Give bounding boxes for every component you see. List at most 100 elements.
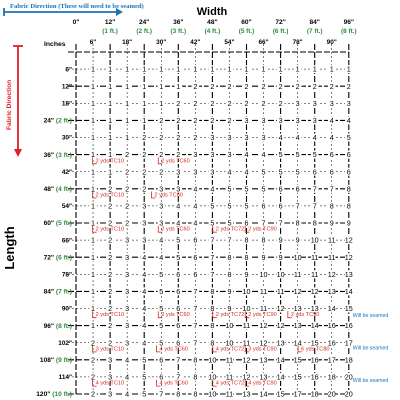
cell-value: 1	[91, 270, 95, 279]
cell-bg	[174, 236, 183, 245]
cell-bg	[242, 390, 251, 398]
cell-bg	[191, 304, 200, 313]
cell-value: 10	[243, 287, 251, 296]
cell-value: 2	[245, 82, 249, 91]
cell-value: 3	[262, 116, 266, 125]
cell-values: 1 1 1 1 1 1 1 1 1 1 1 1 1 1 1 11 1 1 1 1 1 2 2 2 2 2 2 2 2 2 21 1 1 1 1 2 2 2…	[89, 65, 353, 399]
cell-value: 7	[227, 236, 231, 245]
cell-value: 10	[260, 270, 268, 279]
row-header-inches: 108"	[40, 357, 56, 364]
cell-value: 5	[296, 150, 300, 159]
cell-value: 6	[347, 167, 351, 176]
cell-bg	[208, 184, 217, 193]
cell-bg	[208, 150, 217, 159]
cell-value: 2	[125, 219, 129, 228]
cell-bg	[208, 116, 217, 125]
cell-value: 20	[345, 390, 353, 399]
cell-bg	[242, 321, 251, 330]
cell-value: 14	[328, 304, 336, 313]
cell-value: 1	[159, 99, 163, 108]
row-header-label: 84" (7 ft.)	[44, 289, 72, 296]
cell-bg	[345, 116, 353, 125]
cell-bg	[123, 304, 131, 313]
cell-bg	[327, 321, 336, 330]
row-header-label: 18"	[62, 101, 72, 108]
cell-bg	[208, 338, 217, 347]
cell-bg	[225, 99, 234, 108]
cell-value: 2	[91, 338, 95, 347]
cell-value: 8	[210, 338, 214, 347]
cell-value: 1	[91, 167, 95, 176]
cell-value: 2	[210, 116, 214, 125]
column-header-feet: (2 ft.)	[136, 28, 152, 35]
cell-value: 1	[159, 82, 163, 91]
cell-bg	[106, 372, 114, 381]
cell-bg	[327, 82, 336, 91]
cell-value: 1	[262, 65, 266, 74]
cell-bg	[140, 116, 148, 125]
cell-value: 1	[227, 65, 231, 74]
cell-value: 16	[345, 321, 353, 330]
cell-value: 14	[294, 338, 302, 347]
cell-bg	[327, 270, 336, 279]
annotation-bracket	[287, 311, 292, 319]
yardage-annotation: 2 yds TC60	[154, 192, 183, 198]
cell-value: 1	[91, 82, 95, 91]
cell-bg	[157, 219, 166, 227]
cell-value: 3	[313, 99, 317, 108]
column-header-label: 60"	[241, 19, 251, 26]
cell-bg	[345, 150, 353, 159]
cell-bg	[123, 82, 131, 91]
cell-bg	[89, 65, 97, 74]
cell-value: 4	[125, 355, 129, 364]
cell-value: 5	[296, 167, 300, 176]
cell-bg	[140, 236, 148, 245]
cell-bg	[327, 133, 336, 142]
column-header-feet: (7 ft.)	[307, 28, 323, 35]
cell-value: 8	[210, 287, 214, 296]
cell-bg	[345, 184, 353, 193]
cell-value: 2	[108, 321, 112, 330]
yardage-annotation: 4 yds TC72	[216, 381, 245, 387]
cell-bg	[174, 372, 183, 381]
cell-bg	[276, 253, 285, 262]
cell-bg	[191, 65, 200, 74]
cell-value: 8	[193, 390, 197, 399]
column-header-label: 72"	[275, 19, 285, 26]
yardage-annotation: 2 yds TC90	[248, 312, 277, 318]
cell-bg	[89, 201, 97, 210]
cell-value: 6	[176, 304, 180, 313]
cell-bg	[259, 372, 268, 381]
cell-value: 16	[328, 338, 336, 347]
cell-bg	[208, 390, 217, 398]
cell-bg	[140, 150, 148, 159]
cell-value: 10	[208, 390, 216, 399]
cell-value: 1	[91, 99, 95, 108]
cell-value: 5	[159, 304, 163, 313]
cell-bg	[276, 304, 285, 313]
cell-bg	[225, 219, 234, 227]
cell-bg	[191, 116, 200, 125]
cell-value: 8	[227, 270, 231, 279]
cell-bg	[89, 116, 97, 125]
yardage-annotation: 4 yds TC10	[96, 381, 125, 387]
cell-value: 6	[279, 202, 283, 211]
cell-bg	[191, 82, 200, 91]
cell-bg	[225, 184, 234, 193]
cell-bg	[310, 338, 319, 347]
cell-bg	[106, 116, 114, 125]
cell-bg	[276, 321, 285, 330]
yardage-annotation: 2 yds TC10	[96, 312, 125, 318]
cell-bg	[225, 338, 234, 347]
cell-value: 8	[330, 202, 334, 211]
cell-value: 4	[142, 338, 146, 347]
cell-bg	[140, 82, 148, 91]
cell-bg	[310, 236, 319, 245]
cell-value: 3	[193, 150, 197, 159]
cell-bg	[345, 133, 353, 142]
cell-value: 1	[125, 133, 129, 142]
cell-value: 5	[159, 321, 163, 330]
cell-bg	[89, 99, 97, 108]
cell-value: 7	[176, 373, 180, 382]
cell-value: 12	[277, 321, 285, 330]
